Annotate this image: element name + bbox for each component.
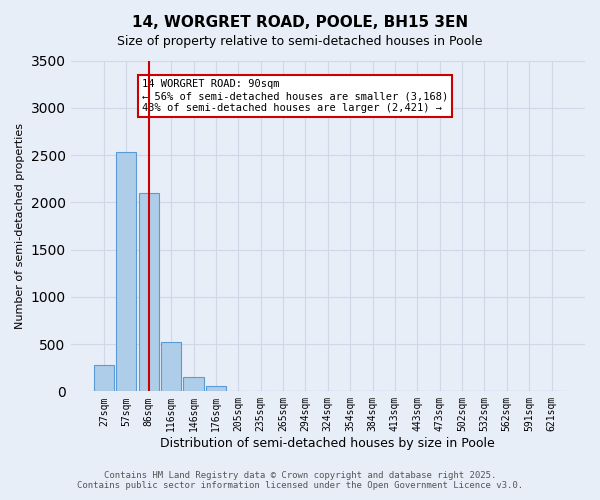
Text: Size of property relative to semi-detached houses in Poole: Size of property relative to semi-detach… [117,35,483,48]
Text: Contains HM Land Registry data © Crown copyright and database right 2025.
Contai: Contains HM Land Registry data © Crown c… [77,470,523,490]
Bar [184,377,203,392]
Text: 14, WORGRET ROAD, POOLE, BH15 3EN: 14, WORGRET ROAD, POOLE, BH15 3EN [132,15,468,30]
X-axis label: Distribution of semi-detached houses by size in Poole: Distribution of semi-detached houses by … [160,437,495,450]
Bar [94,365,114,392]
Bar [161,342,181,392]
Text: 14 WORGRET ROAD: 90sqm
← 56% of semi-detached houses are smaller (3,168)
43% of : 14 WORGRET ROAD: 90sqm ← 56% of semi-det… [142,80,448,112]
Bar [116,152,136,392]
Y-axis label: Number of semi-detached properties: Number of semi-detached properties [15,123,25,329]
Bar [139,193,159,392]
Bar [206,386,226,392]
